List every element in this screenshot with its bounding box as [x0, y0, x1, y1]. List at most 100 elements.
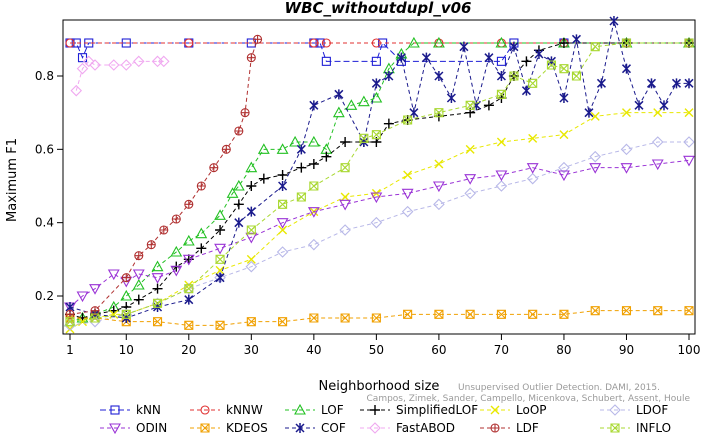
legend-marker	[370, 405, 380, 415]
legend-entry-ldf: LDF	[480, 421, 539, 434]
data-point	[634, 100, 644, 111]
data-point	[321, 151, 332, 162]
legend: kNN kNNW LOF SimplifiedLOF LoOP LDOF ODIN KDEOS…	[100, 403, 671, 434]
data-point	[528, 309, 538, 319]
data-point	[340, 137, 351, 147]
x-axis-label: Neighborhood size	[319, 379, 440, 394]
legend-label: LDOF	[636, 403, 668, 417]
data-point	[221, 144, 231, 154]
data-point	[215, 254, 225, 264]
data-point	[245, 232, 258, 244]
data-point	[558, 38, 569, 48]
data-point	[246, 254, 256, 264]
x-axis: 1 10 20 30 40 50 60 70 80 90 100	[66, 334, 700, 357]
series-line-fastabod	[75, 60, 164, 91]
series-inflo	[65, 38, 694, 327]
data-point	[496, 137, 506, 147]
data-point	[182, 234, 195, 246]
data-point	[446, 93, 456, 103]
data-point	[621, 306, 632, 316]
x-tick-label: 1	[66, 343, 74, 357]
series-line-lof	[69, 42, 689, 323]
data-point	[65, 38, 75, 48]
data-point	[495, 180, 508, 192]
data-point	[559, 64, 569, 74]
caption: Campos, Zimek, Sander, Campello, Micenko…	[367, 394, 691, 404]
legend-marker	[490, 405, 500, 415]
data-point	[684, 38, 694, 48]
data-point	[257, 143, 270, 154]
data-point	[528, 78, 538, 88]
data-point	[621, 108, 631, 118]
data-point	[370, 216, 383, 229]
data-point	[571, 34, 581, 45]
legend-entry-fastabod: FastABOD	[360, 421, 455, 434]
legend-label: KDEOS	[226, 421, 268, 434]
data-point	[109, 309, 119, 319]
data-point	[209, 163, 219, 173]
data-point	[215, 265, 225, 275]
data-point	[409, 107, 419, 118]
data-point	[184, 199, 194, 209]
data-point	[558, 170, 570, 182]
data-point	[132, 278, 145, 290]
data-point	[496, 309, 506, 319]
data-point	[590, 42, 600, 52]
data-point	[401, 205, 414, 218]
data-point	[401, 188, 414, 200]
data-point	[183, 282, 195, 295]
legend-label: kNN	[136, 403, 161, 417]
legend-label: LDF	[516, 421, 539, 434]
data-point	[339, 224, 351, 236]
legend-marker	[490, 423, 500, 433]
data-point	[465, 309, 475, 319]
data-point	[245, 161, 258, 173]
data-point	[107, 59, 120, 71]
legend-label: kNNW	[226, 403, 263, 417]
x-tick-label: 50	[369, 343, 384, 357]
data-point	[496, 71, 506, 81]
series-line-kdeos	[70, 310, 689, 326]
data-point	[296, 162, 307, 173]
x-tick-label: 70	[494, 343, 509, 357]
series-layer	[64, 16, 695, 334]
data-point	[653, 108, 663, 118]
data-point	[233, 199, 244, 210]
y-tick-label: 0.2	[35, 289, 54, 303]
data-point	[76, 291, 89, 303]
series-ldf	[65, 34, 263, 319]
legend-marker	[110, 405, 120, 415]
x-tick-label: 40	[306, 343, 321, 357]
data-point	[434, 71, 444, 81]
legend-marker	[609, 404, 621, 416]
legend-entry-knn: kNN	[100, 403, 161, 417]
data-point	[214, 209, 226, 220]
data-point	[370, 91, 383, 103]
data-point	[684, 78, 694, 89]
data-point	[308, 159, 319, 169]
data-point	[459, 41, 469, 52]
data-point	[309, 181, 319, 191]
data-point	[65, 324, 75, 334]
data-point	[620, 163, 633, 174]
data-point	[184, 38, 194, 48]
data-point	[276, 143, 289, 154]
legend-marker	[295, 423, 305, 433]
data-point	[495, 170, 508, 182]
data-point	[278, 317, 288, 327]
data-point	[684, 306, 694, 316]
data-point	[152, 317, 163, 327]
data-point	[651, 136, 664, 148]
data-point	[359, 133, 369, 143]
data-point	[646, 78, 657, 89]
data-point	[558, 161, 570, 174]
x-tick-label: 60	[431, 343, 446, 357]
data-point	[589, 163, 602, 174]
data-point	[432, 36, 445, 48]
y-tick-label: 0.8	[35, 69, 54, 83]
data-point	[340, 192, 350, 202]
data-point	[559, 130, 569, 140]
data-point	[90, 313, 100, 323]
data-point	[334, 89, 344, 100]
y-tick-label: 0.6	[35, 142, 54, 156]
